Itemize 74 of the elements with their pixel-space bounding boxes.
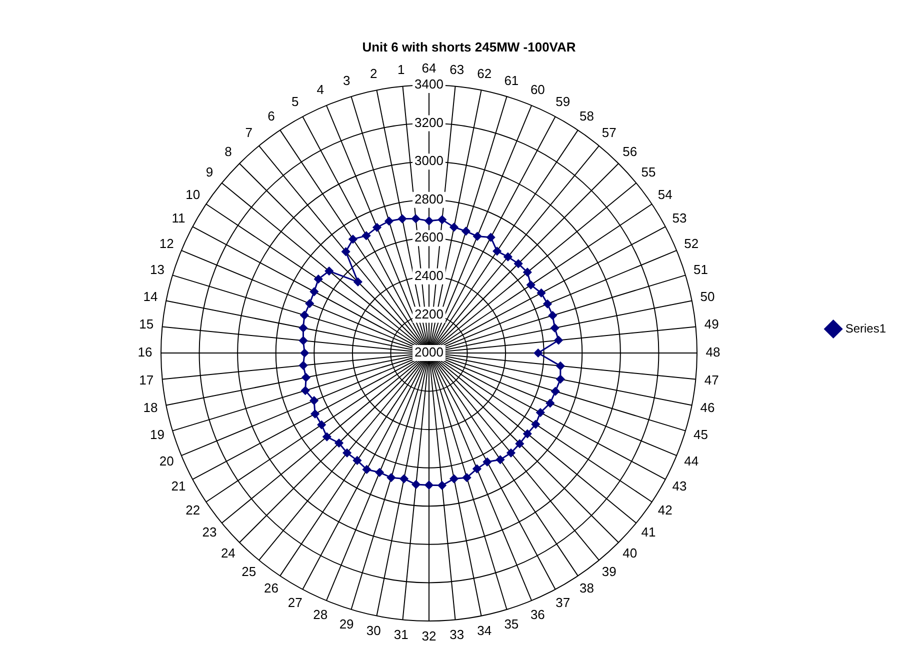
spoke-label: 13 [150, 262, 164, 278]
spoke-label: 33 [450, 627, 464, 642]
y-tick-label: 2600 [414, 230, 444, 245]
spoke-label: 38 [580, 580, 594, 596]
spoke-label: 11 [172, 210, 186, 226]
spoke-label: 56 [622, 144, 638, 159]
spoke-label: 31 [394, 627, 408, 642]
spoke-label: 32 [422, 628, 436, 644]
spoke-label: 48 [706, 344, 720, 360]
spoke-label: 24 [220, 545, 236, 560]
spoke-label: 53 [672, 210, 687, 226]
spoke-label: 44 [684, 453, 699, 468]
spoke-label: 9 [206, 164, 214, 180]
spoke-label: 4 [316, 82, 324, 98]
spoke-label: 42 [658, 502, 672, 518]
spoke-label: 30 [366, 623, 381, 638]
spoke-label: 10 [186, 186, 200, 202]
spoke-label: 60 [530, 82, 545, 98]
spoke-label: 5 [292, 94, 299, 110]
spoke-label: 59 [556, 94, 570, 110]
chart-title: Unit 6 with shorts 245MW -100VAR [362, 39, 576, 54]
spoke-label: 62 [477, 66, 492, 82]
spoke-label: 57 [602, 125, 616, 140]
spoke-label: 37 [556, 595, 570, 610]
spoke-label: 61 [504, 72, 519, 88]
spoke-label: 55 [641, 164, 656, 180]
spoke-label: 64 [422, 60, 436, 76]
spoke-label: 63 [450, 62, 464, 77]
spoke-label: 47 [704, 372, 719, 388]
spoke-label: 19 [150, 427, 164, 442]
y-tick-label: 3000 [414, 153, 444, 168]
y-tick-label: 2400 [414, 268, 444, 284]
spoke-label: 8 [224, 144, 232, 159]
legend-label: Series1 [845, 321, 886, 336]
spoke-label: 14 [143, 289, 158, 304]
spoke-label: 15 [139, 316, 154, 332]
spoke-label: 34 [477, 623, 492, 638]
spoke-label: 35 [504, 616, 519, 632]
spoke-label: 54 [658, 186, 672, 202]
spoke-label: 49 [704, 316, 719, 332]
spoke-label: 17 [139, 372, 154, 388]
spoke-label: 25 [242, 564, 256, 580]
y-tick-label: 3200 [414, 114, 444, 130]
spoke-label: 28 [313, 606, 328, 622]
y-tick-label: 2000 [414, 344, 444, 360]
spoke-label: 20 [159, 453, 174, 468]
spoke-label: 7 [245, 125, 252, 140]
spoke-label: 27 [288, 595, 302, 610]
spoke-label: 23 [202, 524, 217, 540]
spoke-label: 21 [171, 478, 186, 494]
spoke-label: 6 [268, 108, 275, 124]
spoke-label: 50 [700, 289, 715, 304]
spoke-label: 1 [398, 62, 405, 77]
spoke-label: 22 [186, 502, 200, 518]
spoke-label: 2 [370, 66, 378, 82]
spoke-label: 18 [143, 400, 158, 415]
y-tick-label: 3400 [414, 76, 444, 92]
spoke-label: 40 [622, 545, 638, 560]
y-tick-label: 2200 [414, 306, 444, 322]
spoke-label: 29 [339, 616, 354, 632]
spoke-label: 46 [700, 400, 715, 415]
spoke-label: 52 [684, 236, 699, 251]
spoke-label: 36 [530, 606, 545, 622]
spoke-label: 12 [159, 236, 174, 251]
spoke-label: 43 [672, 478, 687, 494]
spoke-label: 3 [342, 72, 350, 88]
spoke-label: 58 [580, 108, 594, 124]
spoke-label: 26 [264, 580, 278, 596]
spoke-label: 51 [694, 262, 708, 278]
spoke-label: 16 [138, 344, 152, 360]
spoke-label: 39 [602, 564, 616, 580]
spoke-label: 41 [641, 524, 656, 540]
spoke-label: 45 [694, 427, 708, 442]
y-tick-label: 2800 [414, 191, 444, 206]
